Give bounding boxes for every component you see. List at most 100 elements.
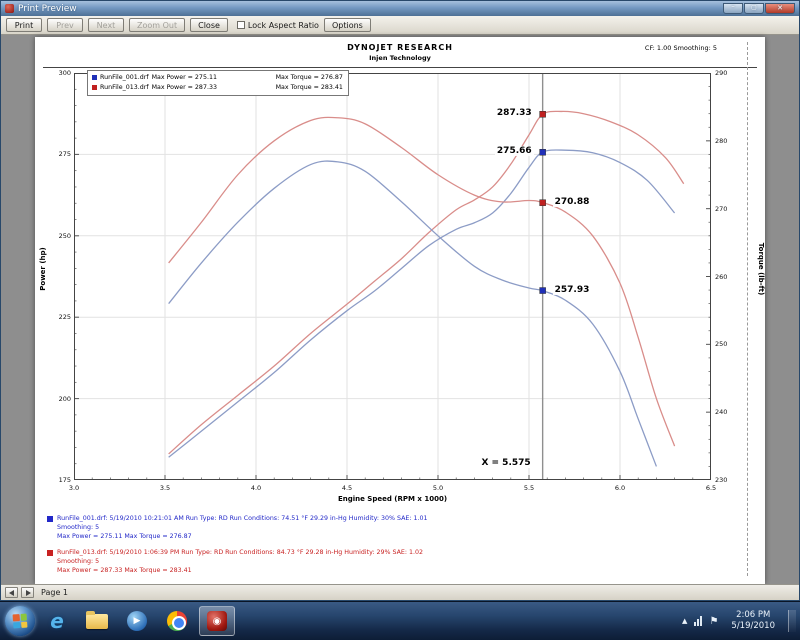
legend-max-power-blue: Max Power = 275.11 xyxy=(151,74,217,81)
print-preview-window: Print Preview Print Prev Next Zoom Out C… xyxy=(0,0,800,601)
show-hidden-icons-button[interactable]: ▲ xyxy=(682,617,688,625)
page-indicator: Page 1 xyxy=(41,588,68,597)
show-desktop-button[interactable] xyxy=(788,609,796,633)
legend-row-blue: RunFile_001.drf Max Power = 275.11 Max T… xyxy=(92,73,344,83)
legend-max-power-red: Max Power = 287.33 xyxy=(151,83,217,91)
legend-max-torque-red: Max Torque = 283.41 xyxy=(275,83,343,91)
clock-time: 2:06 PM xyxy=(736,609,771,620)
legend-row-red: RunFile_013.drf Max Power = 287.33 Max T… xyxy=(92,83,344,93)
clock-date: 5/19/2010 xyxy=(731,621,775,631)
footnote-marker-blue-icon xyxy=(47,516,53,522)
footnote-run1: RunFile_001.drf: 5/19/2010 10:21:01 AM R… xyxy=(47,515,439,541)
taskbar: e ▶ ◉ ▲ ⚑ 2:06 PM 5/19/2010 xyxy=(0,601,800,640)
report-subtitle: Injen Technology xyxy=(369,54,431,62)
action-center-flag-icon[interactable]: ⚑ xyxy=(709,615,719,627)
app-icon xyxy=(5,4,14,13)
report-title: DYNOJET RESEARCH xyxy=(347,43,453,52)
legend-file-blue: RunFile_001.drf xyxy=(100,74,149,81)
titlebar[interactable]: Print Preview xyxy=(1,1,799,16)
footnote-run2: RunFile_013.drf: 5/19/2010 1:06:39 PM Ru… xyxy=(47,549,439,575)
torque-tick-280: 280 xyxy=(715,136,728,145)
footnote-run2-max: Max Power = 287.33 Max Torque = 283.41 xyxy=(57,566,192,574)
taskbar-item-media-player[interactable]: ▶ xyxy=(119,606,155,636)
torque-tick-270: 270 xyxy=(715,204,728,213)
maximize-button[interactable] xyxy=(744,3,764,14)
power-tick-300: 300 xyxy=(58,69,71,77)
x-tick-4.5: 4.5 xyxy=(341,484,353,492)
x-axis-title: Engine Speed (RPM x 1000) xyxy=(337,495,448,503)
right-axis-title: Torque (lb-ft) xyxy=(757,242,765,296)
x-tick-3.5: 3.5 xyxy=(159,484,171,492)
torque-tick-230: 230 xyxy=(715,476,728,484)
options-button[interactable]: Options xyxy=(323,18,371,32)
footnote-marker-red-icon xyxy=(47,550,53,556)
system-tray: ▲ ⚑ 2:06 PM 5/19/2010 xyxy=(682,609,800,633)
status-next-page-button[interactable] xyxy=(21,587,34,598)
internet-explorer-icon: e xyxy=(50,609,64,633)
power-tick-275: 275 xyxy=(58,150,71,159)
legend-max-torque-blue: Max Torque = 276.87 xyxy=(275,74,343,81)
caption-buttons xyxy=(723,2,795,14)
footnote-run1-info: RunFile_001.drf: 5/19/2010 10:21:01 AM R… xyxy=(57,515,428,531)
legend-marker-blue-icon xyxy=(92,75,97,81)
power-tick-200: 200 xyxy=(58,394,71,403)
x-tick-5.0: 5.0 xyxy=(432,484,444,492)
lock-aspect-ratio-label: Lock Aspect Ratio xyxy=(247,20,319,30)
power-tick-250: 250 xyxy=(58,231,71,240)
legend-marker-red-icon xyxy=(92,85,97,91)
header-rule xyxy=(43,67,757,68)
cursor-callout-270.88: 270.88 xyxy=(552,196,592,207)
lock-aspect-ratio-checkbox[interactable] xyxy=(236,21,245,29)
next-page-button[interactable]: Next xyxy=(88,18,124,32)
close-window-button[interactable] xyxy=(765,3,795,14)
folder-icon xyxy=(86,610,108,629)
chart-canvas xyxy=(74,73,711,480)
zoom-out-button[interactable]: Zoom Out xyxy=(129,18,186,32)
torque-tick-290: 290 xyxy=(715,69,728,77)
start-button[interactable] xyxy=(5,606,35,636)
taskbar-item-internet-explorer[interactable]: e xyxy=(39,606,75,636)
toolbar: Print Prev Next Zoom Out Close Lock Aspe… xyxy=(1,16,799,35)
footnote-run2-info: RunFile_013.drf: 5/19/2010 1:06:39 PM Ru… xyxy=(57,549,424,565)
minimize-button[interactable] xyxy=(723,2,743,14)
close-preview-button[interactable]: Close xyxy=(190,18,228,32)
taskbar-clock[interactable]: 2:06 PM 5/19/2010 xyxy=(725,610,781,632)
x-tick-3.0: 3.0 xyxy=(68,484,80,492)
page-margin-guide xyxy=(747,42,748,576)
preview-area: DYNOJET RESEARCH Injen Technology CF: 1.… xyxy=(1,35,799,584)
lock-aspect-ratio-control: Lock Aspect Ratio xyxy=(236,20,319,30)
windows-logo-icon xyxy=(12,613,28,629)
chart-legend: RunFile_001.drf Max Power = 275.11 Max T… xyxy=(87,70,349,96)
x-tick-4.0: 4.0 xyxy=(250,484,262,492)
power-tick-225: 225 xyxy=(58,313,71,322)
x-tick-5.5: 5.5 xyxy=(523,484,535,492)
network-icon[interactable] xyxy=(694,616,703,626)
footnote-run1-max: Max Power = 275.11 Max Torque = 276.87 xyxy=(57,532,192,540)
taskbar-item-windows-explorer[interactable] xyxy=(79,606,115,636)
cursor-value-label: X = 5.575 xyxy=(479,458,533,468)
statusbar: Page 1 xyxy=(1,584,799,600)
torque-tick-250: 250 xyxy=(715,340,728,349)
cursor-callout-287.33: 287.33 xyxy=(494,108,534,119)
report-page: DYNOJET RESEARCH Injen Technology CF: 1.… xyxy=(35,37,765,584)
print-button[interactable]: Print xyxy=(6,18,42,32)
report-meta: CF: 1.00 Smoothing: 5 xyxy=(644,44,717,52)
dyno-chart-plot[interactable] xyxy=(74,73,711,480)
cursor-callout-257.93: 257.93 xyxy=(552,284,592,295)
chrome-icon xyxy=(167,611,187,631)
x-tick-6.0: 6.0 xyxy=(614,484,626,492)
torque-tick-240: 240 xyxy=(715,408,728,417)
cursor-callout-275.66: 275.66 xyxy=(494,146,534,157)
taskbar-item-dyno-app-active[interactable]: ◉ xyxy=(199,606,235,636)
taskbar-item-chrome[interactable] xyxy=(159,606,195,636)
prev-page-button[interactable]: Prev xyxy=(47,18,83,32)
torque-tick-260: 260 xyxy=(715,272,728,281)
left-axis-title: Power (hp) xyxy=(39,247,47,291)
dyno-app-icon: ◉ xyxy=(207,611,227,631)
media-player-icon: ▶ xyxy=(127,611,147,631)
power-tick-175: 175 xyxy=(58,476,71,484)
status-prev-page-button[interactable] xyxy=(5,587,18,598)
legend-file-red: RunFile_013.drf xyxy=(100,83,149,91)
x-tick-6.5: 6.5 xyxy=(705,484,717,492)
